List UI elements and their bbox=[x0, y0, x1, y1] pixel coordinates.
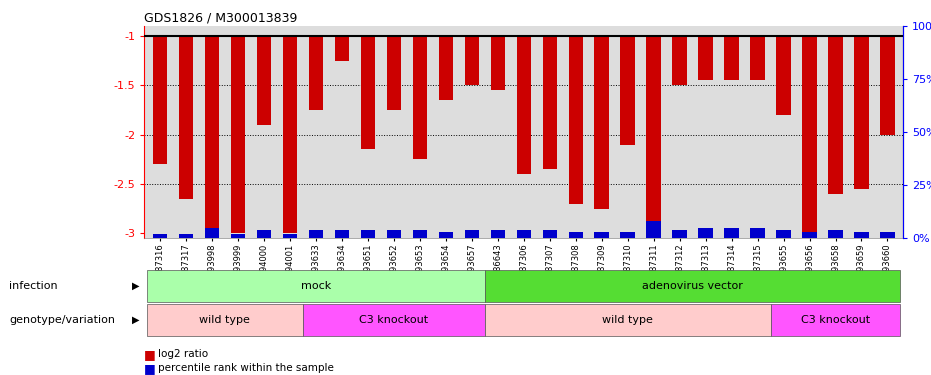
Text: ▶: ▶ bbox=[132, 315, 140, 325]
Bar bbox=[724, 36, 738, 81]
Bar bbox=[257, 230, 271, 238]
Bar bbox=[283, 36, 297, 233]
Bar bbox=[360, 230, 375, 238]
Bar bbox=[153, 36, 167, 164]
Bar bbox=[491, 36, 505, 90]
Bar bbox=[776, 230, 790, 238]
Text: infection: infection bbox=[9, 281, 58, 291]
Bar bbox=[465, 36, 479, 86]
Text: log2 ratio: log2 ratio bbox=[158, 350, 209, 359]
Text: adenovirus vector: adenovirus vector bbox=[642, 281, 743, 291]
Bar bbox=[881, 232, 895, 238]
Bar bbox=[179, 36, 193, 199]
Bar bbox=[698, 36, 713, 81]
Text: ■: ■ bbox=[144, 348, 156, 361]
Bar bbox=[750, 228, 764, 238]
Bar bbox=[569, 232, 583, 238]
Bar bbox=[517, 230, 531, 238]
Bar bbox=[672, 36, 687, 86]
Bar bbox=[412, 230, 427, 238]
Bar bbox=[569, 36, 583, 204]
Bar bbox=[855, 232, 869, 238]
Bar bbox=[334, 230, 349, 238]
Bar bbox=[205, 36, 219, 233]
Bar bbox=[360, 36, 375, 149]
Bar bbox=[257, 36, 271, 125]
Bar bbox=[386, 230, 401, 238]
Bar bbox=[672, 230, 687, 238]
Text: C3 knockout: C3 knockout bbox=[359, 315, 428, 325]
Bar bbox=[309, 230, 323, 238]
Bar bbox=[179, 234, 193, 238]
Bar bbox=[829, 36, 843, 194]
Bar bbox=[386, 36, 401, 110]
Bar bbox=[153, 234, 167, 238]
Bar bbox=[829, 230, 843, 238]
Bar bbox=[491, 230, 505, 238]
Bar bbox=[646, 36, 661, 233]
Bar bbox=[595, 36, 609, 209]
Bar bbox=[517, 36, 531, 174]
Bar bbox=[309, 36, 323, 110]
Bar bbox=[231, 36, 245, 233]
Bar bbox=[465, 230, 479, 238]
Bar bbox=[283, 234, 297, 238]
Bar bbox=[776, 36, 790, 115]
Text: wild type: wild type bbox=[602, 315, 653, 325]
Bar bbox=[543, 230, 557, 238]
Bar bbox=[439, 36, 452, 100]
Bar bbox=[724, 228, 738, 238]
Bar bbox=[881, 36, 895, 135]
Bar bbox=[543, 36, 557, 169]
Bar bbox=[412, 36, 427, 159]
Text: ■: ■ bbox=[144, 362, 156, 375]
Bar bbox=[855, 36, 869, 189]
Text: C3 knockout: C3 knockout bbox=[801, 315, 870, 325]
Bar bbox=[750, 36, 764, 81]
Text: mock: mock bbox=[301, 281, 331, 291]
Bar bbox=[698, 228, 713, 238]
Text: wild type: wild type bbox=[199, 315, 250, 325]
Bar bbox=[231, 234, 245, 238]
Bar bbox=[334, 36, 349, 61]
Text: percentile rank within the sample: percentile rank within the sample bbox=[158, 363, 334, 373]
Text: ▶: ▶ bbox=[132, 281, 140, 291]
Text: genotype/variation: genotype/variation bbox=[9, 315, 115, 325]
Bar bbox=[646, 221, 661, 238]
Bar bbox=[205, 228, 219, 238]
Bar bbox=[595, 232, 609, 238]
Bar bbox=[803, 232, 816, 238]
Bar bbox=[803, 36, 816, 233]
Bar bbox=[620, 232, 635, 238]
Bar bbox=[620, 36, 635, 144]
Text: GDS1826 / M300013839: GDS1826 / M300013839 bbox=[144, 11, 298, 24]
Bar bbox=[439, 232, 452, 238]
